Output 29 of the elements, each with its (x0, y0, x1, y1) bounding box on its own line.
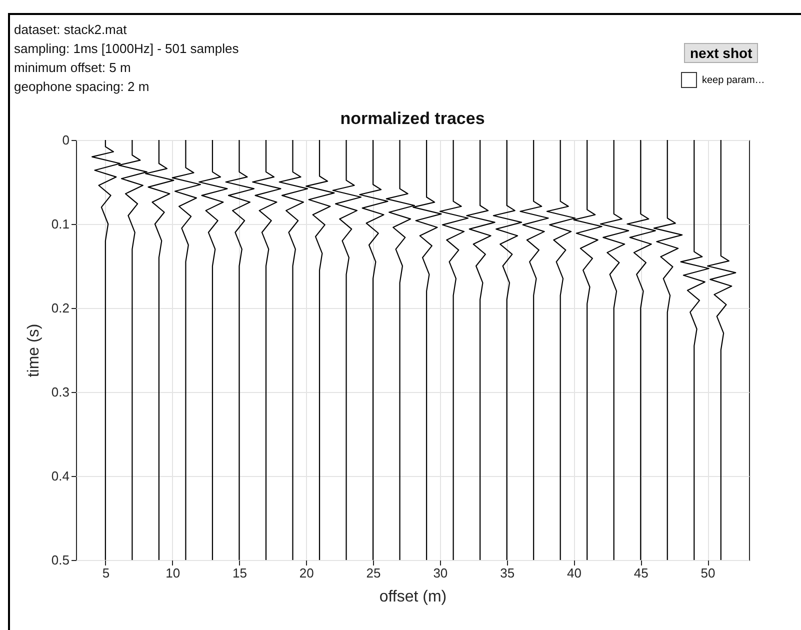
x-tick-label: 40 (566, 566, 582, 580)
y-tick-label: 0.5 (51, 552, 70, 568)
x-tick-label: 15 (232, 566, 247, 580)
text: minimum offset: 5 m (14, 59, 132, 77)
y-tick-label: 0.2 (51, 300, 70, 316)
y-tick-label: 0.3 (51, 384, 70, 400)
x-tick-label: 25 (366, 566, 381, 580)
x-axis-title: offset (m) (379, 588, 447, 606)
y-tick-label: 0 (62, 132, 70, 148)
line-series (492, 139, 522, 561)
line-series (225, 139, 254, 561)
text: next shot (684, 43, 758, 63)
y-tick-label: 0.4 (51, 468, 70, 484)
x-tick-label: 30 (433, 566, 448, 580)
text: geophone spacing: 2 m (14, 78, 150, 96)
y-axis-title: time (s) (25, 324, 42, 378)
x-tick-label: 5 (102, 566, 110, 580)
y-tick-label: 0.1 (51, 216, 70, 232)
x-tick-label: 50 (700, 566, 716, 580)
text: keep param… (702, 74, 765, 86)
text: sampling: 1ms [1000Hz] - 501 samples (14, 40, 239, 58)
x-tick-label: 20 (299, 566, 314, 580)
text: dataset: stack2.mat (14, 21, 128, 39)
line-series (252, 139, 282, 561)
chart-title: normalized traces (340, 109, 485, 128)
line-series (520, 139, 549, 561)
x-tick-label: 10 (166, 566, 180, 580)
x-tick-label: 45 (634, 566, 648, 580)
x-tick-label: 35 (500, 566, 515, 580)
